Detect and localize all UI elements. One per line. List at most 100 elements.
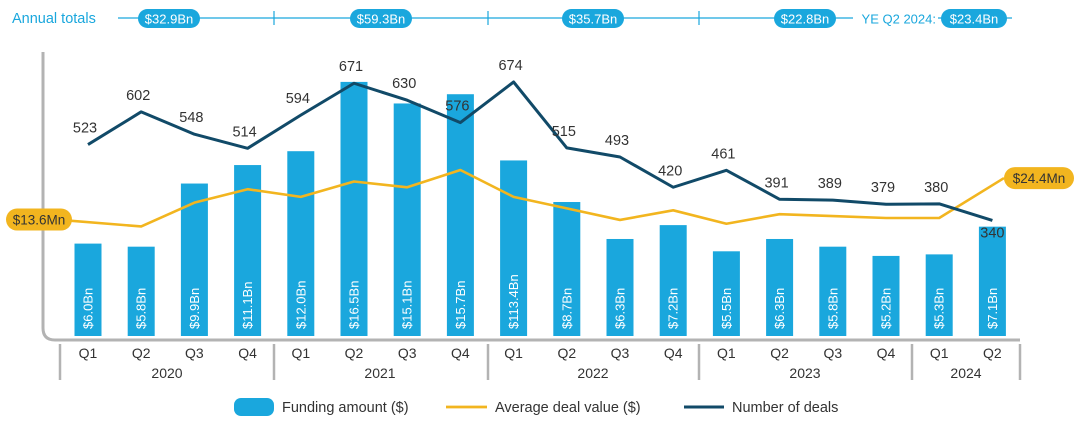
funding-bar-label: $7.2Bn — [666, 288, 681, 329]
quarter-label: Q2 — [983, 345, 1002, 361]
number-of-deals-label: 461 — [711, 146, 735, 162]
funding-bar — [606, 238, 634, 336]
quarter-label: Q4 — [664, 345, 683, 361]
annual-total-pill-3 — [562, 9, 624, 28]
quarter-label: Q3 — [823, 345, 842, 361]
annual-total-value: $22.8Bn — [781, 12, 829, 27]
number-of-deals-label: 594 — [286, 91, 310, 107]
funding-bar-label: $6.3Bn — [613, 288, 628, 329]
funding-bar-label: $113.4Bn — [506, 274, 521, 329]
number-of-deals-label: 576 — [445, 99, 469, 115]
annual-total-pill-2 — [350, 9, 412, 28]
funding-bar — [553, 202, 581, 336]
quarter-label: Q1 — [291, 345, 310, 361]
number-of-deals-label: 674 — [498, 58, 522, 74]
quarter-label: Q3 — [398, 345, 417, 361]
funding-bar — [234, 165, 262, 336]
number-of-deals-label: 380 — [924, 180, 948, 196]
quarter-label: Q3 — [611, 345, 630, 361]
number-of-deals-label: 602 — [126, 88, 150, 104]
avg-end-pill — [1004, 167, 1074, 190]
quarter-label: Q2 — [132, 345, 151, 361]
number-of-deals-label: 671 — [339, 59, 363, 75]
annual-totals-label: Annual totals — [12, 11, 96, 27]
axis-frame — [41, 52, 1020, 342]
funding-bar-label: $6.3Bn — [772, 288, 787, 329]
number-of-deals-label: 389 — [818, 176, 842, 192]
funding-bar-label: $12.0Bn — [293, 281, 308, 329]
avg-start-label: $13.6Mn — [13, 213, 66, 228]
number-of-deals-label: 548 — [179, 110, 203, 126]
quarter-label: Q1 — [930, 345, 949, 361]
funding-bar-label: $9.9Bn — [187, 288, 202, 329]
ytd-label-bg — [853, 9, 938, 28]
funding-bar — [340, 81, 368, 337]
ytd-label: YE Q2 2024: — [862, 12, 936, 27]
quarter-label: Q1 — [504, 345, 523, 361]
funding-bar-label: $5.8Bn — [825, 288, 840, 329]
funding-bar — [766, 238, 794, 336]
legend-label-avg: Average deal value ($) — [495, 400, 641, 416]
funding-bar-label: $5.5Bn — [719, 288, 734, 329]
funding-bar — [819, 246, 847, 336]
avg-start-pill — [6, 208, 72, 231]
number-of-deals-label: 379 — [871, 180, 895, 196]
number-of-deals-label: 420 — [658, 163, 682, 179]
quarter-label: Q1 — [79, 345, 98, 361]
funding-bar-label: $7.1Bn — [985, 288, 1000, 329]
number-of-deals-line — [87, 80, 993, 222]
legend-label-funding: Funding amount ($) — [282, 400, 409, 416]
funding-bar — [659, 225, 687, 336]
quarter-label: Q3 — [185, 345, 204, 361]
annual-total-pill-4 — [774, 9, 836, 28]
funding-bar — [712, 251, 740, 336]
year-label: 2024 — [950, 365, 981, 381]
number-of-deals-label: 391 — [764, 175, 788, 191]
number-of-deals-label: 630 — [392, 76, 416, 92]
annual-total-value: $59.3Bn — [357, 12, 405, 27]
funding-bar — [925, 254, 953, 336]
funding-bar-label: $8.7Bn — [559, 288, 574, 329]
legend-swatch-funding — [234, 398, 274, 416]
annual-total-value: $32.9Bn — [145, 12, 193, 27]
quarter-label: Q4 — [451, 345, 470, 361]
number-of-deals-label: 515 — [552, 124, 576, 140]
funding-bar — [978, 226, 1006, 336]
quarter-label: Q4 — [238, 345, 257, 361]
funding-bar — [180, 183, 208, 336]
year-label: 2022 — [577, 365, 608, 381]
quarter-label: Q2 — [770, 345, 789, 361]
funding-bar-label: $5.8Bn — [134, 288, 149, 329]
funding-bar-label: $15.1Bn — [400, 281, 415, 329]
funding-bar — [446, 94, 474, 336]
annual-total-pill-1 — [138, 9, 200, 28]
number-of-deals-label: 493 — [605, 133, 629, 149]
funding-bar — [127, 246, 155, 336]
number-of-deals-label: 340 — [980, 225, 1004, 241]
funding-bar — [500, 160, 528, 336]
ytd-value-pill — [941, 9, 1007, 28]
annual-total-value: $35.7Bn — [569, 12, 617, 27]
funding-bar-label: $5.3Bn — [932, 288, 947, 329]
number-of-deals-label: 523 — [73, 121, 97, 137]
number-of-deals-label: 514 — [232, 124, 256, 140]
avg-end-label: $24.4Mn — [1013, 171, 1066, 186]
funding-bar — [393, 103, 421, 337]
year-label: 2020 — [151, 365, 182, 381]
quarter-label: Q2 — [345, 345, 364, 361]
year-label: 2023 — [789, 365, 820, 381]
legend-label-deals: Number of deals — [732, 400, 838, 416]
ytd-value: $23.4Bn — [950, 12, 998, 27]
quarter-label: Q2 — [557, 345, 576, 361]
funding-bar — [74, 243, 102, 336]
funding-bar-label: $6.0Bn — [81, 288, 96, 329]
quarter-label: Q1 — [717, 345, 736, 361]
avg-deal-value-line — [55, 168, 1005, 228]
funding-bar-label: $5.2Bn — [879, 288, 894, 329]
funding-bar-label: $15.7Bn — [453, 281, 468, 329]
year-label: 2021 — [364, 365, 395, 381]
funding-bar-label: $11.1Bn — [240, 282, 255, 329]
funding-bar — [287, 151, 315, 336]
